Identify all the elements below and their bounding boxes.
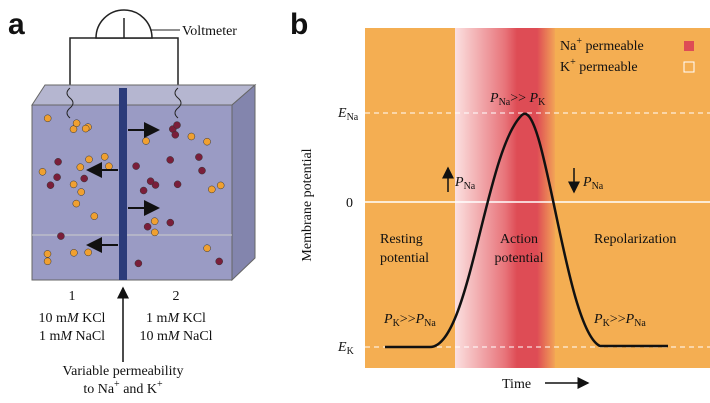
concentration: 1 mM KCl xyxy=(146,311,206,326)
annotation: PK>>PNa xyxy=(383,312,436,329)
wire xyxy=(69,37,179,88)
ion xyxy=(53,173,61,181)
annotation: PNa>> PK xyxy=(489,91,546,108)
panel-letter: b xyxy=(290,8,308,41)
ion xyxy=(151,181,160,189)
phase-label: Resting xyxy=(380,232,423,247)
ion xyxy=(43,257,52,266)
ion xyxy=(70,249,78,257)
y-axis-title: Membrane potential xyxy=(300,148,315,261)
ion xyxy=(166,156,174,164)
phase-label: potential xyxy=(380,251,429,266)
annotation: PNa xyxy=(454,175,476,192)
ion xyxy=(85,155,93,164)
annotation: PK>>PNa xyxy=(593,312,646,329)
voltmeter-label: Voltmeter xyxy=(182,24,237,39)
ion xyxy=(77,188,85,196)
ion xyxy=(57,232,65,240)
electrode xyxy=(66,87,74,119)
ion xyxy=(72,119,81,127)
level-label: 0 xyxy=(346,196,353,211)
ion xyxy=(171,131,180,139)
phase-label: potential xyxy=(495,251,544,266)
ion xyxy=(150,217,159,225)
level-label: EK xyxy=(337,340,355,357)
ion xyxy=(54,158,62,166)
box-top xyxy=(31,84,257,106)
na-region xyxy=(455,28,555,368)
ion xyxy=(198,166,206,175)
concentration: 10 mM NaCl xyxy=(139,329,212,344)
ion xyxy=(173,180,182,189)
action-potential-curve xyxy=(385,112,668,349)
ion xyxy=(105,162,113,171)
ion xyxy=(142,137,150,145)
ion xyxy=(203,137,211,146)
ion xyxy=(100,153,109,161)
ion xyxy=(69,180,78,189)
ion xyxy=(134,259,143,268)
ion xyxy=(143,222,152,231)
ion xyxy=(46,181,55,189)
side-number: 2 xyxy=(173,289,180,304)
ion xyxy=(216,181,225,190)
box-side xyxy=(231,83,256,282)
ion xyxy=(38,168,47,176)
ion xyxy=(203,244,211,252)
ion xyxy=(208,185,216,194)
phase-label: Repolarization xyxy=(594,232,676,247)
legend-swatch xyxy=(684,41,694,51)
legend-label: Na+ permeable xyxy=(560,36,644,54)
panel-a: a Voltmeter 1 2 10 mM KCl 1 mM NaCl 1 mM… xyxy=(8,8,257,397)
ions xyxy=(38,114,225,268)
ion xyxy=(72,199,81,208)
ion xyxy=(132,162,140,170)
ion xyxy=(43,250,52,258)
caption: to Na+ and K+ xyxy=(83,379,163,397)
x-axis-title: Time xyxy=(502,377,531,392)
ion xyxy=(43,114,52,123)
ion xyxy=(151,228,159,237)
legend-swatch xyxy=(683,61,695,73)
ion xyxy=(80,174,88,183)
membrane xyxy=(119,88,127,280)
ion xyxy=(173,121,181,129)
level-label: ENa xyxy=(337,106,359,123)
box-front xyxy=(31,104,233,281)
ion xyxy=(69,125,78,133)
caption: Variable permeability xyxy=(63,364,184,379)
ion xyxy=(76,163,85,171)
ion xyxy=(84,248,92,257)
ion xyxy=(215,257,223,266)
side-number: 1 xyxy=(69,289,76,304)
ion xyxy=(139,186,148,195)
electrode xyxy=(174,87,182,119)
panel-letter: a xyxy=(8,8,25,41)
annotation: PNa xyxy=(582,175,604,192)
ion xyxy=(166,218,175,227)
ion xyxy=(81,124,90,133)
ion xyxy=(187,132,196,141)
phase-label: Action xyxy=(500,232,538,247)
panel-b: b Na+ permeable K+ permeable ENa 0 EK Me… xyxy=(290,8,710,392)
concentration: 1 mM NaCl xyxy=(39,329,105,344)
concentration: 10 mM KCl xyxy=(39,311,106,326)
ion xyxy=(90,212,99,220)
legend-label: K+ permeable xyxy=(560,57,638,75)
ion xyxy=(146,177,155,185)
ion xyxy=(195,153,203,161)
